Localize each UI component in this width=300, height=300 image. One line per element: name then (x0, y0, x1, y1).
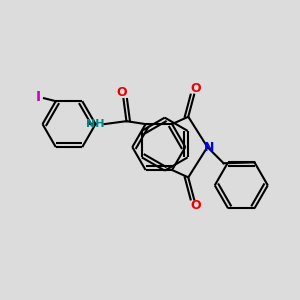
Text: O: O (190, 200, 201, 212)
Text: N: N (204, 141, 214, 154)
Text: O: O (117, 86, 127, 99)
Text: O: O (190, 82, 201, 95)
Text: I: I (36, 90, 41, 104)
Text: NH: NH (86, 119, 105, 129)
